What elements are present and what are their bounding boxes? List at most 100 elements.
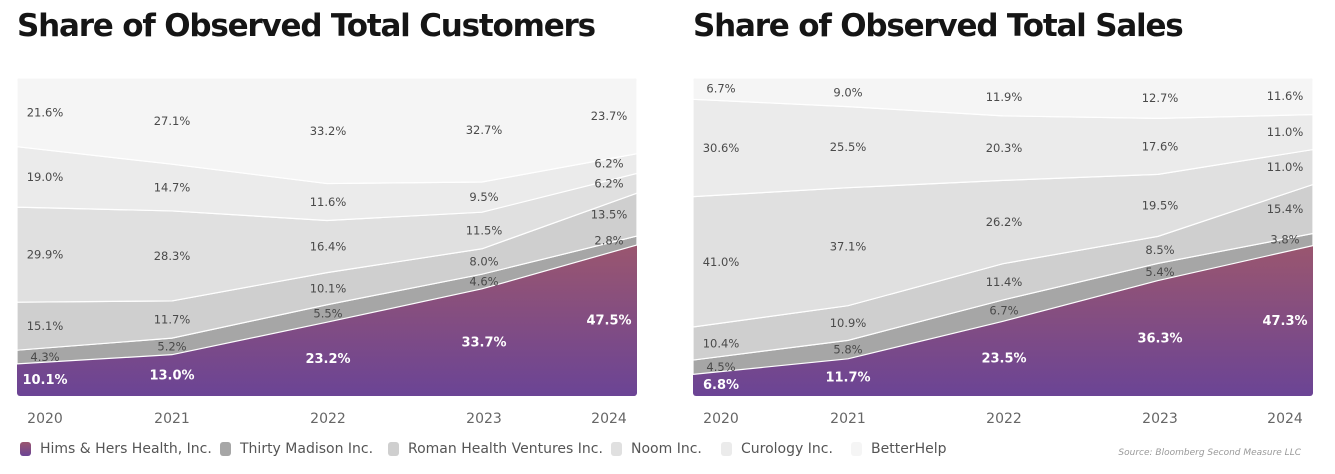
data-label-curology: 11.0% — [1267, 125, 1304, 139]
legend: Hims & Hers Health, Inc. Thirty Madison … — [20, 441, 1320, 465]
data-label-hims: 33.7% — [461, 335, 506, 350]
data-label-roman: 10.9% — [830, 316, 867, 330]
area-betterhelp — [693, 78, 1313, 119]
data-label-thirty-madison: 4.6% — [469, 275, 498, 289]
data-label-thirty-madison: 5.2% — [157, 339, 186, 353]
data-label-noom: 6.2% — [594, 176, 623, 190]
legend-label: Curology Inc. — [741, 441, 833, 457]
data-label-noom: 19.5% — [1142, 198, 1179, 212]
data-label-curology: 9.5% — [469, 190, 498, 204]
data-label-noom: 29.9% — [27, 248, 64, 262]
data-label-curology: 19.0% — [27, 170, 64, 184]
data-label-curology: 20.3% — [986, 141, 1023, 155]
data-label-noom: 28.3% — [154, 249, 191, 263]
data-label-roman: 15.4% — [1267, 202, 1304, 216]
data-label-thirty-madison: 5.4% — [1145, 265, 1174, 279]
legend-item-curology: Curology Inc. — [721, 441, 833, 457]
legend-item-betterhelp: BetterHelp — [851, 441, 946, 457]
x-tick-label: 2023 — [466, 411, 502, 427]
legend-item-roman: Roman Health Ventures Inc. — [388, 441, 603, 457]
legend-item-noom: Noom Inc. — [611, 441, 702, 457]
data-label-betterhelp: 9.0% — [833, 85, 862, 99]
x-tick-label: 2021 — [830, 411, 866, 427]
data-label-betterhelp: 6.7% — [706, 82, 735, 96]
data-label-noom: 11.0% — [1267, 160, 1304, 174]
data-label-thirty-madison: 5.5% — [313, 306, 342, 320]
legend-label: Thirty Madison Inc. — [240, 441, 374, 457]
data-label-roman: 8.0% — [469, 254, 498, 268]
data-label-curology: 6.2% — [594, 157, 623, 171]
area-betterhelp — [17, 78, 637, 185]
data-label-betterhelp: 27.1% — [154, 114, 191, 128]
data-label-hims: 23.5% — [981, 352, 1026, 367]
legend-label: Roman Health Ventures Inc. — [408, 441, 603, 457]
x-tick-label: 2020 — [703, 411, 739, 427]
x-tick-label: 2024 — [591, 411, 627, 427]
x-tick-label: 2022 — [986, 411, 1022, 427]
x-tick-label: 2024 — [1267, 411, 1303, 427]
data-label-betterhelp: 11.9% — [986, 90, 1023, 104]
data-label-thirty-madison: 3.8% — [1270, 233, 1299, 247]
legend-swatch — [220, 442, 231, 456]
customers-chart-title: Share of Observed Total Customers — [17, 8, 596, 44]
area-hims — [17, 244, 637, 396]
data-label-betterhelp: 11.6% — [1267, 89, 1304, 103]
data-label-roman: 13.5% — [591, 208, 628, 222]
x-tick-label: 2022 — [310, 411, 346, 427]
data-label-noom: 26.2% — [986, 215, 1023, 229]
data-label-noom: 37.1% — [830, 240, 867, 254]
legend-label: BetterHelp — [871, 441, 947, 457]
area-hims — [693, 245, 1313, 396]
data-label-roman: 10.4% — [703, 337, 740, 351]
data-label-roman: 15.1% — [27, 319, 64, 333]
data-label-roman: 8.5% — [1145, 243, 1174, 257]
legend-swatch — [721, 442, 732, 456]
data-label-curology: 17.6% — [1142, 139, 1179, 153]
sales-chart-title: Share of Observed Total Sales — [693, 8, 1184, 44]
data-label-noom: 11.5% — [466, 223, 503, 237]
data-label-noom: 41.0% — [703, 255, 740, 269]
data-label-betterhelp: 21.6% — [27, 105, 64, 119]
data-label-curology: 11.6% — [310, 195, 347, 209]
plot-area — [17, 78, 637, 396]
data-label-roman: 11.7% — [154, 313, 191, 327]
data-label-thirty-madison: 2.8% — [594, 233, 623, 247]
data-label-hims: 47.5% — [586, 313, 631, 328]
data-label-hims: 47.3% — [1262, 314, 1307, 329]
legend-swatch — [851, 442, 862, 456]
data-label-hims: 23.2% — [305, 352, 350, 367]
x-tick-label: 2020 — [27, 411, 63, 427]
legend-swatch — [611, 442, 622, 456]
data-label-thirty-madison: 6.7% — [989, 304, 1018, 318]
data-label-hims: 11.7% — [825, 370, 870, 385]
legend-item-hims: Hims & Hers Health, Inc. — [20, 441, 212, 457]
data-label-betterhelp: 23.7% — [591, 109, 628, 123]
data-label-roman: 11.4% — [986, 275, 1023, 289]
data-label-thirty-madison: 4.3% — [30, 350, 59, 364]
x-tick-label: 2021 — [154, 411, 190, 427]
legend-label: Noom Inc. — [631, 441, 702, 457]
source-note: Source: Bloomberg Second Measure LLC — [1118, 448, 1301, 458]
legend-swatch — [388, 442, 399, 456]
data-label-thirty-madison: 4.5% — [706, 360, 735, 374]
legend-swatch — [20, 442, 31, 456]
legend-label: Hims & Hers Health, Inc. — [40, 441, 212, 457]
data-label-betterhelp: 12.7% — [1142, 91, 1179, 105]
data-label-curology: 25.5% — [830, 140, 867, 154]
data-label-curology: 14.7% — [154, 181, 191, 195]
data-label-hims: 36.3% — [1137, 331, 1182, 346]
plot-area — [693, 78, 1313, 396]
data-label-hims: 6.8% — [703, 378, 739, 393]
data-label-curology: 30.6% — [703, 141, 740, 155]
data-label-hims: 13.0% — [149, 368, 194, 383]
data-label-betterhelp: 32.7% — [466, 123, 503, 137]
legend-item-thirty-madison: Thirty Madison Inc. — [220, 441, 373, 457]
data-label-roman: 10.1% — [310, 282, 347, 296]
data-label-betterhelp: 33.2% — [310, 124, 347, 138]
x-tick-label: 2023 — [1142, 411, 1178, 427]
data-label-thirty-madison: 5.8% — [833, 343, 862, 357]
data-label-noom: 16.4% — [310, 240, 347, 254]
data-label-hims: 10.1% — [22, 373, 67, 388]
